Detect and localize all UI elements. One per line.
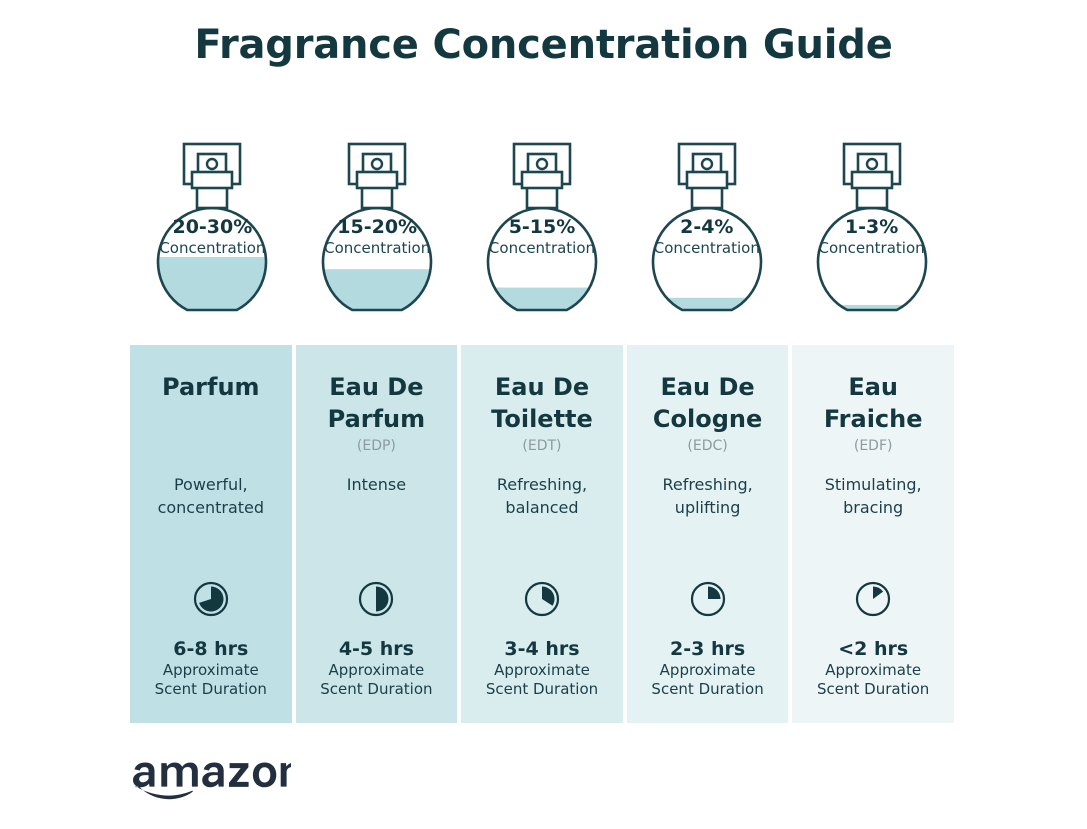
card-title-line1: Eau De <box>660 373 755 401</box>
card-description-line1: Stimulating, <box>824 475 922 494</box>
bottle-body <box>651 206 763 312</box>
duration-sublabel-line1: Approximate <box>162 661 259 679</box>
duration-sublabel-line2: Scent Duration <box>817 680 930 698</box>
bottle-collar <box>191 170 234 190</box>
bottle-body <box>816 206 927 312</box>
card-description-line2: concentrated <box>157 498 265 517</box>
clock-icon-wrap <box>130 581 292 617</box>
card-description-line2: uplifting <box>674 498 741 517</box>
card-abbreviation: (EDT) <box>522 438 562 454</box>
duration-block: 3-4 hrs Approximate Scent Duration <box>461 637 623 699</box>
duration-block: 2-3 hrs Approximate Scent Duration <box>627 637 789 699</box>
duration-sublabel-line2: Scent Duration <box>154 680 267 698</box>
duration-hours: <2 hrs <box>838 638 909 660</box>
duration-block: 6-8 hrs Approximate Scent Duration <box>130 637 292 699</box>
card-description-line1: Refreshing, <box>662 475 753 494</box>
clock-pie-fill <box>376 586 389 612</box>
clock-pie-fill <box>707 586 721 599</box>
card-abbreviation: (EDF) <box>853 438 893 454</box>
clock-icon <box>524 581 560 617</box>
fragrance-card-5[interactable]: Eau Fraiche (EDF) Stimulating, bracing <2 hrs… <box>792 345 954 723</box>
clock-icon <box>690 581 725 617</box>
bottle-liquid <box>817 304 926 310</box>
clock-pie-fill <box>198 586 224 612</box>
card-title-line1: Eau De <box>329 373 424 401</box>
nozzle-circle-icon <box>370 157 384 171</box>
card-row: Parfum Powerful, concentrated 6-8 hrs Approx… <box>130 345 954 723</box>
card-description-line1: Refreshing, <box>496 475 588 494</box>
duration-sublabel-line1: Approximate <box>825 661 922 679</box>
page-title: Fragrance Concentration Guide <box>194 22 893 68</box>
clock-icon-wrap <box>461 581 623 617</box>
bottle-5: 1-3% Concentration <box>789 136 954 332</box>
duration-sublabel-line2: Scent Duration <box>651 680 764 698</box>
bottle-3: 5-15% Concentration <box>460 136 625 332</box>
nozzle-circle-icon <box>206 157 219 171</box>
duration-sublabel-line1: Approximate <box>659 661 756 679</box>
amazon-logo <box>131 748 303 800</box>
bottle-collar <box>685 170 729 190</box>
clock-icon <box>193 581 228 617</box>
bottle-collar <box>850 170 893 190</box>
nozzle-circle-icon <box>535 157 549 171</box>
card-description-line2: balanced <box>505 498 579 517</box>
card-description: Refreshing, balanced <box>461 473 623 519</box>
fragrance-card-4[interactable]: Eau De Cologne (EDC) Refreshing, uplifting 2-… <box>626 345 789 723</box>
bottle-4: 2-4% Concentration <box>624 136 789 332</box>
card-abbreviation: (EDP) <box>356 438 396 454</box>
clock-icon-wrap <box>627 581 789 617</box>
nozzle-circle-icon <box>865 157 878 171</box>
duration-hours: 2-3 hrs <box>670 638 746 660</box>
clock-pie-fill <box>541 586 555 606</box>
card-title-line1: Parfum <box>162 373 260 401</box>
card-description: Refreshing, uplifting <box>627 473 789 519</box>
bottle-liquid <box>158 256 267 310</box>
card-description-line2: bracing <box>843 498 904 517</box>
card-title-line1: Eau De <box>494 373 590 401</box>
card-title-line2: Cologne <box>652 405 763 433</box>
fragrance-card-3[interactable]: Eau De Toilette (EDT) Refreshing, balanced 3-… <box>461 345 623 723</box>
card-title-line2: Fraiche <box>823 405 923 433</box>
bottle-liquid <box>323 269 432 310</box>
bottle-2: 15-20% Concentration <box>295 136 460 332</box>
bottle-liquid <box>487 287 596 310</box>
card-abbreviation: (EDC) <box>687 438 728 454</box>
bottle-row: 20-30% Concentration 15-20% Concentration 5-… <box>130 136 954 332</box>
bottle-1: 20-30% Concentration <box>130 136 295 332</box>
card-description: Intense <box>296 473 458 496</box>
duration-sublabel-line1: Approximate <box>494 661 590 679</box>
card-title-line2: Toilette <box>491 405 593 433</box>
duration-block: <2 hrs Approximate Scent Duration <box>792 637 954 699</box>
clock-pie-fill <box>873 586 884 599</box>
duration-hours: 3-4 hrs <box>504 638 580 660</box>
fragrance-card-1[interactable]: Parfum Powerful, concentrated 6-8 hrs Approx… <box>130 345 292 723</box>
card-title-line1: Eau <box>848 373 899 401</box>
clock-icon <box>359 581 394 617</box>
bottle-liquid <box>652 297 761 310</box>
card-title-line2: Parfum <box>327 405 426 433</box>
card-description: Stimulating, bracing <box>792 473 954 519</box>
duration-block: 4-5 hrs Approximate Scent Duration <box>296 637 458 699</box>
duration-hours: 4-5 hrs <box>338 638 414 660</box>
bottle-collar <box>520 170 564 190</box>
bottle-collar <box>355 170 399 190</box>
card-description-line1: Intense <box>346 475 407 494</box>
duration-sublabel-line2: Scent Duration <box>485 680 599 698</box>
fragrance-card-2[interactable]: Eau De Parfum (EDP) Intense 4-5 hrs Approxima… <box>295 345 458 723</box>
clock-icon-wrap <box>792 581 954 617</box>
duration-hours: 6-8 hrs <box>173 638 249 660</box>
clock-icon <box>856 581 891 617</box>
card-description: Powerful, concentrated <box>130 473 292 519</box>
card-description-line1: Powerful, <box>173 475 248 494</box>
nozzle-circle-icon <box>700 157 713 171</box>
duration-sublabel-line1: Approximate <box>328 661 425 679</box>
clock-icon-wrap <box>296 581 458 617</box>
duration-sublabel-line2: Scent Duration <box>320 680 433 698</box>
